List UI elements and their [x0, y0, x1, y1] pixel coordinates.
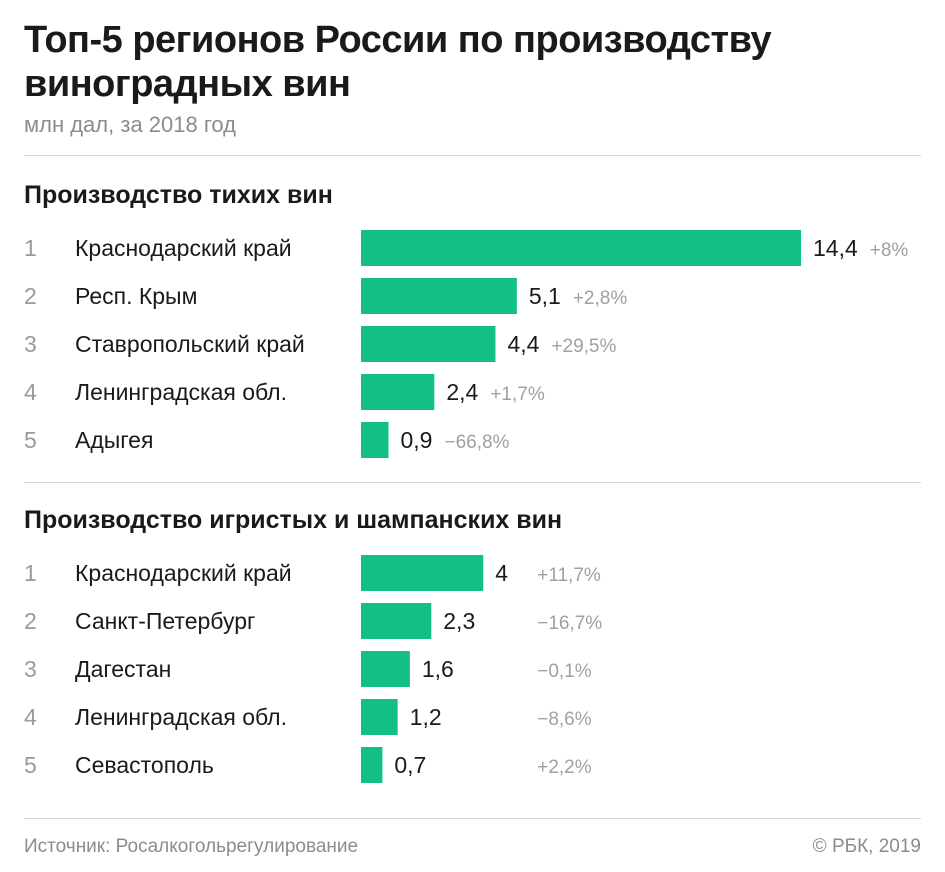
- value-label: 14,4: [813, 235, 858, 261]
- bar: [361, 747, 383, 783]
- category-label: Ленинградская обл.: [75, 379, 287, 405]
- value-label: 0,7: [394, 752, 426, 778]
- rank-label: 2: [24, 283, 37, 309]
- rank-label: 2: [24, 608, 37, 634]
- change-label: −0,1%: [537, 661, 592, 682]
- category-label: Санкт-Петербург: [75, 608, 255, 634]
- value-label: 2,4: [446, 379, 478, 405]
- divider-top: [24, 155, 921, 156]
- copyright: © РБК, 2019: [812, 836, 921, 857]
- bar: [361, 278, 517, 314]
- value-label: 2,3: [443, 608, 475, 634]
- change-label: +2,2%: [537, 757, 592, 778]
- rank-label: 1: [24, 235, 37, 261]
- sparkling-wines-chart: 1 Краснодарский край 4 +11,7% 2 Санкт-Петербу…: [24, 555, 602, 783]
- chart-title: Топ-5 регионов России по производству ви…: [24, 19, 772, 105]
- value-label: 4,4: [507, 331, 539, 357]
- bar: [361, 422, 389, 458]
- change-label: +2,8%: [573, 288, 628, 309]
- bar: [361, 326, 496, 362]
- category-label: Дагестан: [75, 656, 171, 682]
- change-label: +29,5%: [551, 336, 616, 357]
- rank-label: 4: [24, 379, 37, 405]
- category-label: Ставропольский край: [75, 331, 305, 357]
- rank-label: 5: [24, 427, 37, 453]
- category-label: Ленинградская обл.: [75, 704, 287, 730]
- rank-label: 1: [24, 560, 37, 586]
- source-note: Источник: Росалкогольрегулирование: [24, 836, 359, 857]
- value-label: 0,9: [401, 427, 433, 453]
- change-label: +8%: [870, 240, 909, 261]
- section-title-sparkling-wines: Производство игристых и шампанских вин: [24, 506, 563, 534]
- divider-middle: [24, 482, 921, 483]
- rank-label: 3: [24, 331, 37, 357]
- bar: [361, 555, 484, 591]
- change-label: −16,7%: [537, 613, 602, 634]
- change-label: +1,7%: [490, 384, 545, 405]
- bar: [361, 699, 398, 735]
- bar: [361, 230, 801, 266]
- bar: [361, 374, 435, 410]
- value-label: 1,2: [410, 704, 442, 730]
- still-wines-chart: 1 Краснодарский край 14,4 +8% 2 Респ. Крым 5,1…: [24, 230, 909, 458]
- chart-subtitle: млн дал, за 2018 год: [24, 112, 236, 137]
- change-label: +11,7%: [537, 565, 601, 586]
- rank-label: 3: [24, 656, 37, 682]
- category-label: Адыгея: [75, 427, 153, 453]
- rank-label: 5: [24, 752, 37, 778]
- bar: [361, 651, 410, 687]
- value-label: 1,6: [422, 656, 454, 682]
- divider-bottom: [24, 818, 921, 819]
- category-label: Краснодарский край: [75, 560, 292, 586]
- value-label: 5,1: [529, 283, 561, 309]
- change-label: −66,8%: [444, 432, 509, 453]
- rank-label: 4: [24, 704, 37, 730]
- category-label: Севастополь: [75, 752, 214, 778]
- section-title-still-wines: Производство тихих вин: [24, 181, 333, 209]
- category-label: Краснодарский край: [75, 235, 292, 261]
- bar: [361, 603, 432, 639]
- category-label: Респ. Крым: [75, 283, 197, 309]
- change-label: −8,6%: [537, 709, 592, 730]
- value-label: 4: [495, 560, 508, 586]
